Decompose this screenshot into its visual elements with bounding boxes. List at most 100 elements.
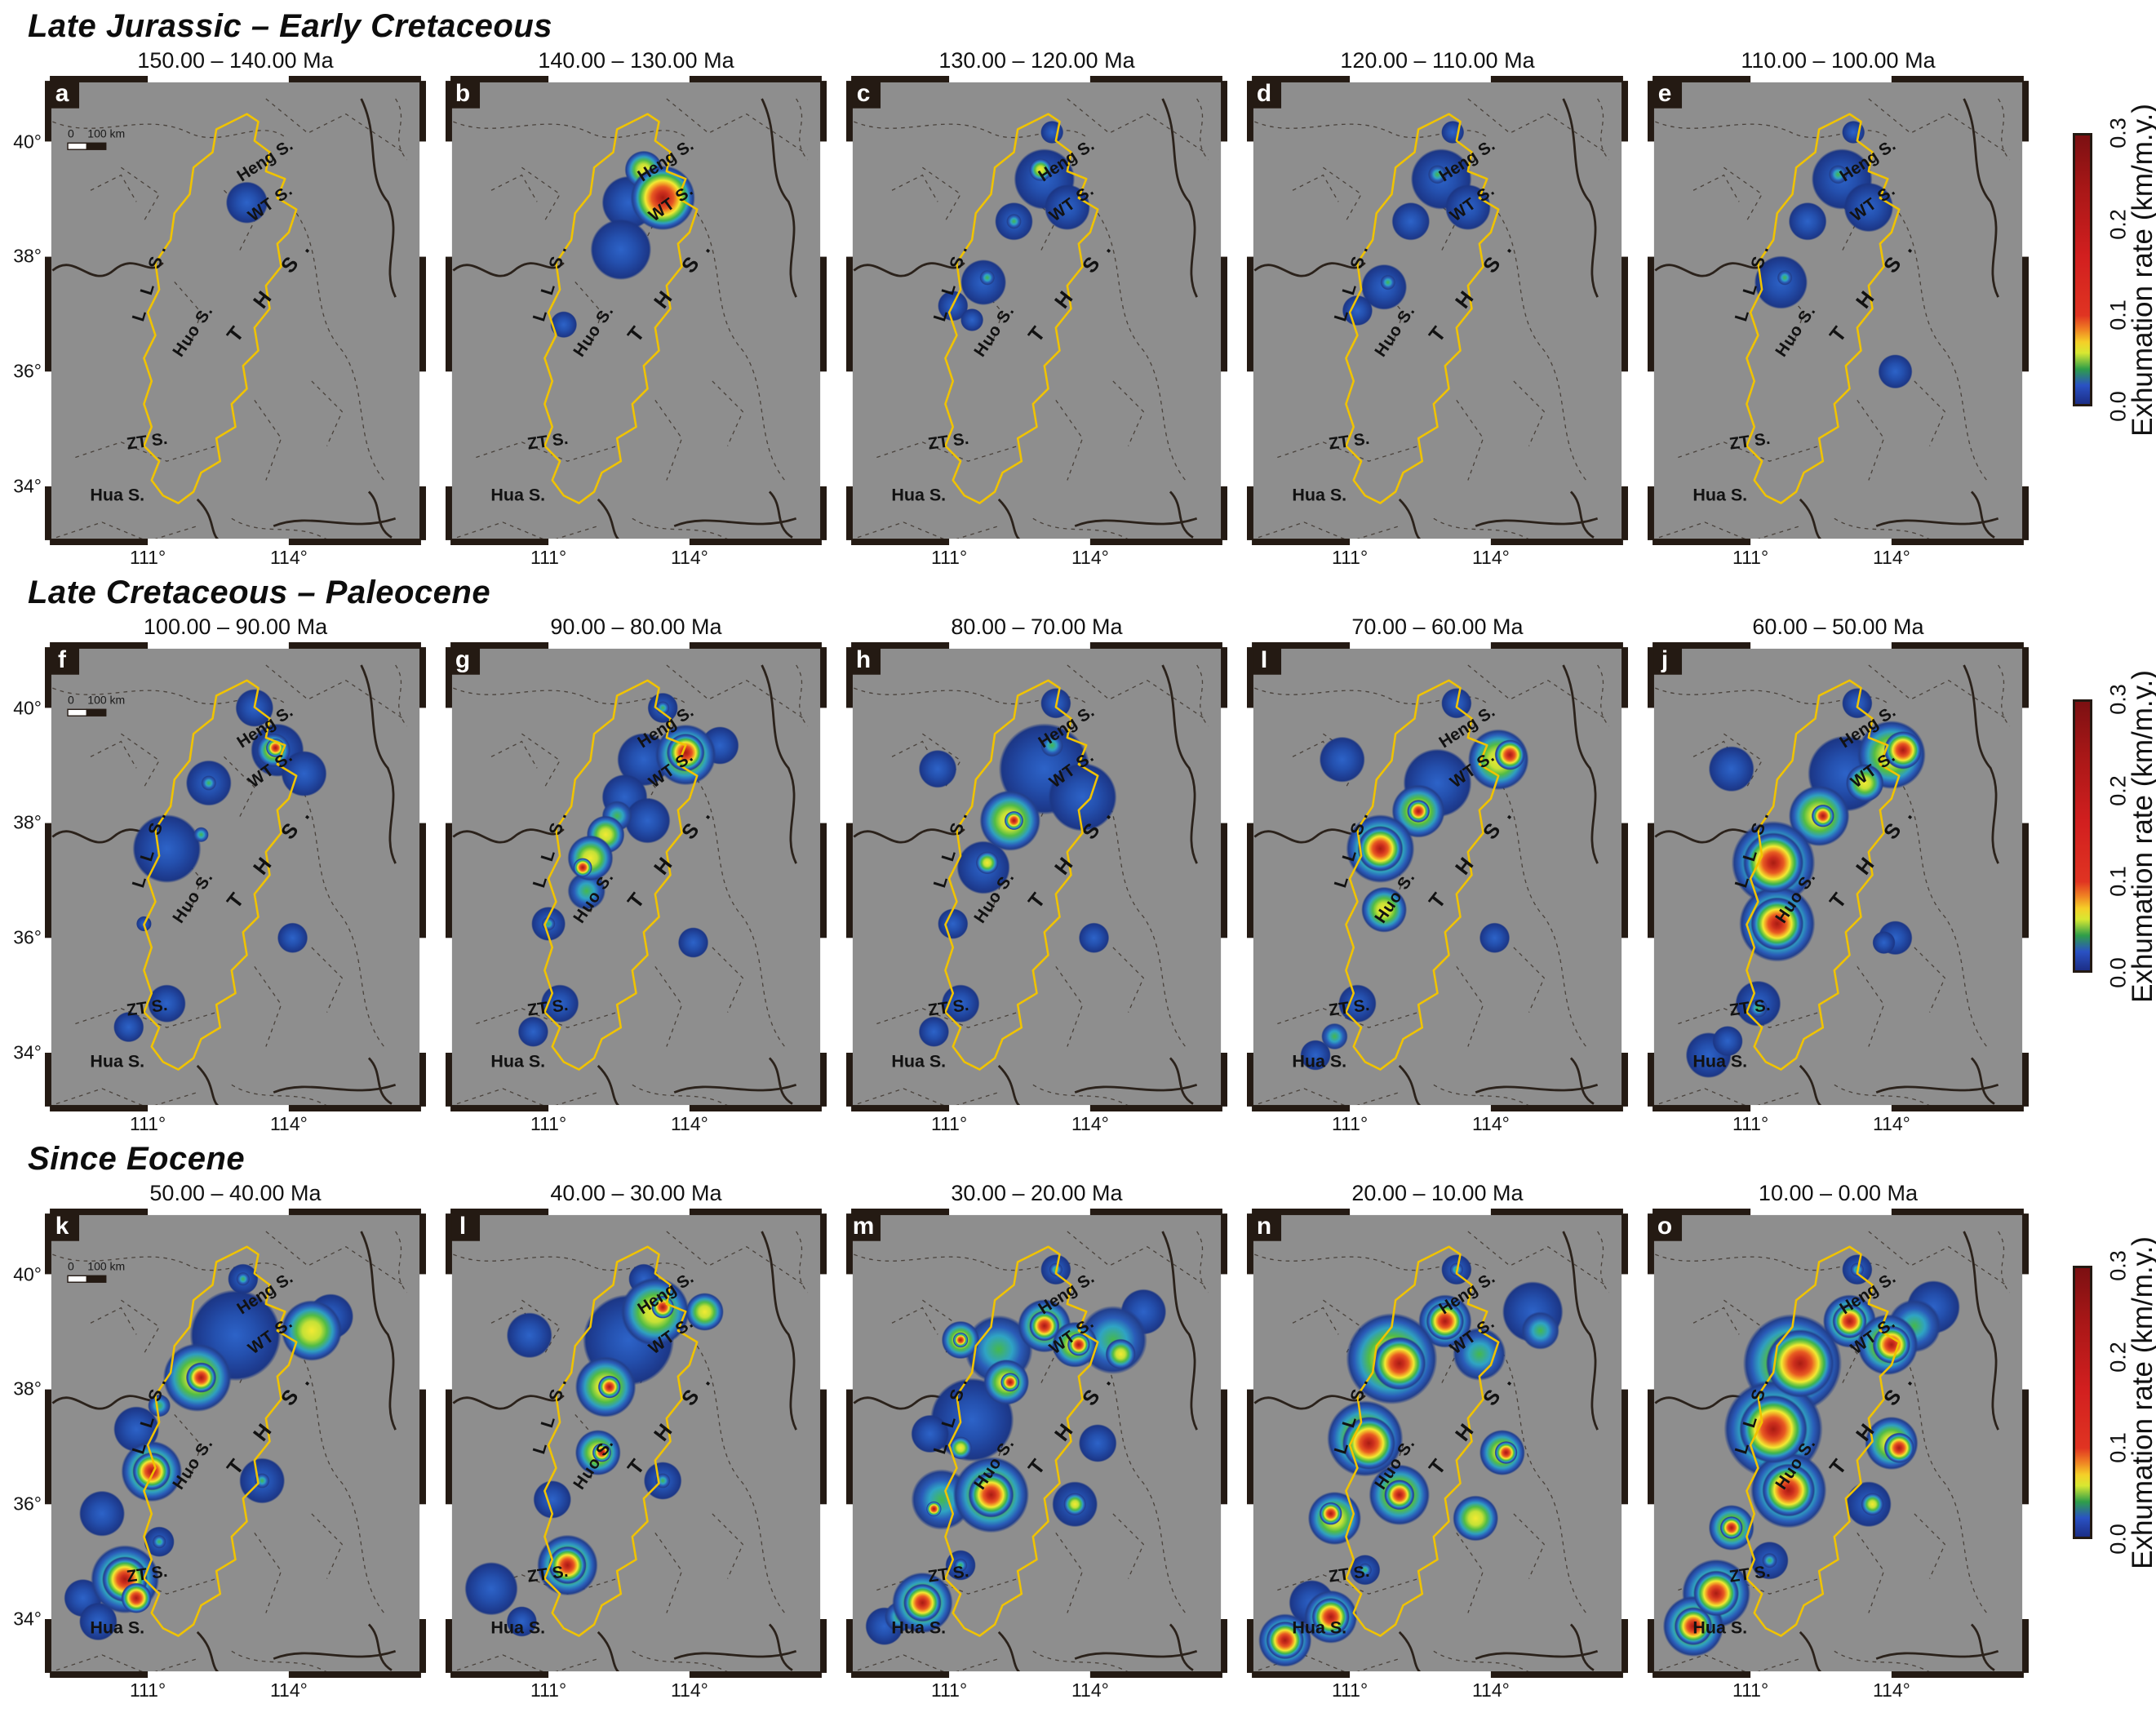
region-label-hua-s: Hua S. [891, 485, 946, 504]
longitude-axis: 111° 114° [1648, 1111, 2029, 1136]
region-label-hua-s: Hua S. [90, 1051, 144, 1071]
longitude-label: 111° [1732, 547, 1769, 568]
heat-blob-r [968, 1471, 1014, 1518]
map-canvas: Heng S.WT S.L L S.Huo S. T H S.ZT S.Hua S… [1247, 76, 1628, 545]
heat-blob-r [651, 1295, 675, 1319]
panel-row: 150.00 – 140.00 Ma Heng S. WT S. L L S. Huo … [0, 48, 2156, 570]
heat-blob-b [225, 181, 268, 224]
region-label-hua-s: Hua S. [1692, 1051, 1747, 1071]
map-m: Heng S. WT S. L L S. Huo S. T H S. ZT S. Hua S… [846, 1209, 1227, 1678]
section-title: Late Cretaceous – Paleocene [28, 575, 491, 610]
basin-boundary [1746, 1245, 1901, 1637]
map-land [45, 642, 426, 1111]
heat-blob-r [1000, 1373, 1020, 1392]
map-canvas: Heng S.WT S.L L S.Huo S. T H S.ZT S.Hua S… [446, 1209, 827, 1678]
map-panel-d: 120.00 – 110.00 Ma Heng S. WT S. L L S. Huo … [1247, 48, 1628, 570]
map-panel-j: 60.00 – 50.00 Ma Heng S. WT S. L L S. Huo S.… [1648, 614, 2029, 1136]
panel-letter: k [55, 1213, 69, 1240]
heat-blob-b [1872, 930, 1896, 955]
map-b: Heng S. WT S. L L S. Huo S. T H S. ZT S. Hua S… [446, 76, 827, 545]
section-since-eocene: Since Eocene 50.00 – 40.00 Ma Heng S. WT S.… [0, 1141, 2156, 1702]
heat-blob-g [1427, 165, 1448, 184]
panel-letter: e [1658, 80, 1672, 107]
map-frame [1648, 1209, 2029, 1678]
map-l: Heng S. WT S. L L S. Huo S. T H S. ZT S. Hua S… [446, 1209, 827, 1678]
heat-blob-g [1762, 1552, 1777, 1568]
longitude-label: 114° [670, 1113, 708, 1134]
latitude-label: 36° [13, 926, 42, 948]
heat-blob-r [952, 1332, 969, 1348]
map-canvas: Heng S.WT S.L L S.Huo S. T H S.ZT S.Hua S… [1648, 76, 2029, 545]
svg-text:0: 0 [68, 1260, 74, 1273]
map-panel-l: 40.00 – 30.00 Ma Heng S. WT S. L L S. Huo S.… [446, 1181, 827, 1702]
heat-blob-y [1029, 158, 1053, 182]
panel-letter: f [58, 646, 67, 673]
region-label-hua-s: Hua S. [1292, 1051, 1346, 1071]
map-frame [45, 76, 426, 545]
heat-blob-b [132, 814, 202, 884]
panel-letter: g [455, 646, 470, 673]
fault-lines [51, 664, 408, 1111]
heat-blob-r [185, 1362, 217, 1393]
basin-boundary [944, 113, 1099, 504]
heat-blob-b [918, 1016, 950, 1047]
region-label-hua-s: Hua S. [891, 1051, 946, 1071]
longitude-label: 111° [129, 1679, 166, 1701]
heat-blob-b [1712, 1026, 1743, 1057]
basin-boundary [1345, 1245, 1500, 1637]
map-frame [45, 1209, 426, 1678]
heat-blob-r [1883, 1432, 1914, 1463]
section-title: Since Eocene [28, 1141, 246, 1177]
longitude-label: 114° [1471, 547, 1510, 568]
heat-blobs [550, 150, 695, 339]
longitude-label: 114° [1872, 1679, 1910, 1701]
basin-boundary [1345, 113, 1500, 504]
heat-blob-g [1521, 1311, 1559, 1350]
heat-blob-g [148, 1394, 171, 1418]
map-k: Heng S. WT S. L L S. Huo S. T H S. ZT S. Hua S… [45, 1209, 426, 1678]
region-label-hua-s: Hua S. [490, 485, 545, 504]
latitude-label: 34° [13, 475, 42, 497]
longitude-label: 114° [1872, 1113, 1910, 1134]
region-label-hua-s: Hua S. [490, 1617, 545, 1637]
longitude-axis: 111° 114° [846, 545, 1227, 570]
map-land [45, 76, 426, 545]
map-canvas: Heng S.WT S.L L S.Huo S. T H S.ZT S.Hua S… [1247, 1209, 1628, 1678]
heat-blob-y [1361, 886, 1408, 933]
basin-boundary [944, 679, 1099, 1071]
heat-blob-b [1878, 354, 1913, 389]
heat-blob-b [1391, 202, 1431, 241]
heat-blob-g [1321, 1023, 1348, 1050]
latitude-label: 34° [13, 1041, 42, 1063]
map-panel-h: 80.00 – 70.00 Ma Heng S. WT S. L L S. Huo S.… [846, 614, 1227, 1136]
map-panel-b: 140.00 – 130.00 Ma Heng S. WT S. L L S. Huo … [446, 48, 827, 570]
heat-blob-b [517, 1016, 549, 1047]
map-canvas: Heng S.WT S.L L S.Huo S. T H S.ZT S.Hua S… [45, 76, 426, 545]
panel-time-range: 50.00 – 40.00 Ma [149, 1181, 322, 1205]
latitude-label: 40° [13, 1263, 42, 1284]
longitude-axis: 111° 114° [446, 545, 827, 570]
heat-blobs [64, 1263, 354, 1641]
heat-blob-r [1739, 1395, 1808, 1464]
longitude-label: 114° [269, 1679, 308, 1701]
panel-time-range: 130.00 – 120.00 Ma [938, 48, 1135, 73]
fault-lines [452, 664, 809, 1111]
map-frame [1648, 642, 2029, 1111]
longitude-label: 114° [1071, 1113, 1109, 1134]
heat-blob-b [113, 1406, 160, 1453]
heat-blob-g [1358, 1563, 1373, 1577]
heat-blob-b [1479, 922, 1511, 953]
longitude-label: 114° [1071, 1679, 1109, 1701]
heat-blob-b [960, 308, 984, 332]
heat-blobs [1342, 120, 1491, 326]
map-frame [1247, 642, 1628, 1111]
map-canvas: Heng S.WT S.L L S.Huo S. T H S.ZT S.Hua S… [1648, 1209, 2029, 1678]
map-frame [846, 1209, 1227, 1678]
heat-blob-r [1693, 1570, 1740, 1617]
longitude-axis: 111° 114° [1648, 545, 2029, 570]
panel-letter: m [853, 1213, 875, 1240]
heat-blob-r [666, 733, 705, 772]
longitude-label: 114° [1071, 547, 1109, 568]
map-f: Heng S. WT S. L L S. Huo S. T H S. ZT S. Hua S… [45, 642, 426, 1111]
map-land [846, 642, 1227, 1111]
